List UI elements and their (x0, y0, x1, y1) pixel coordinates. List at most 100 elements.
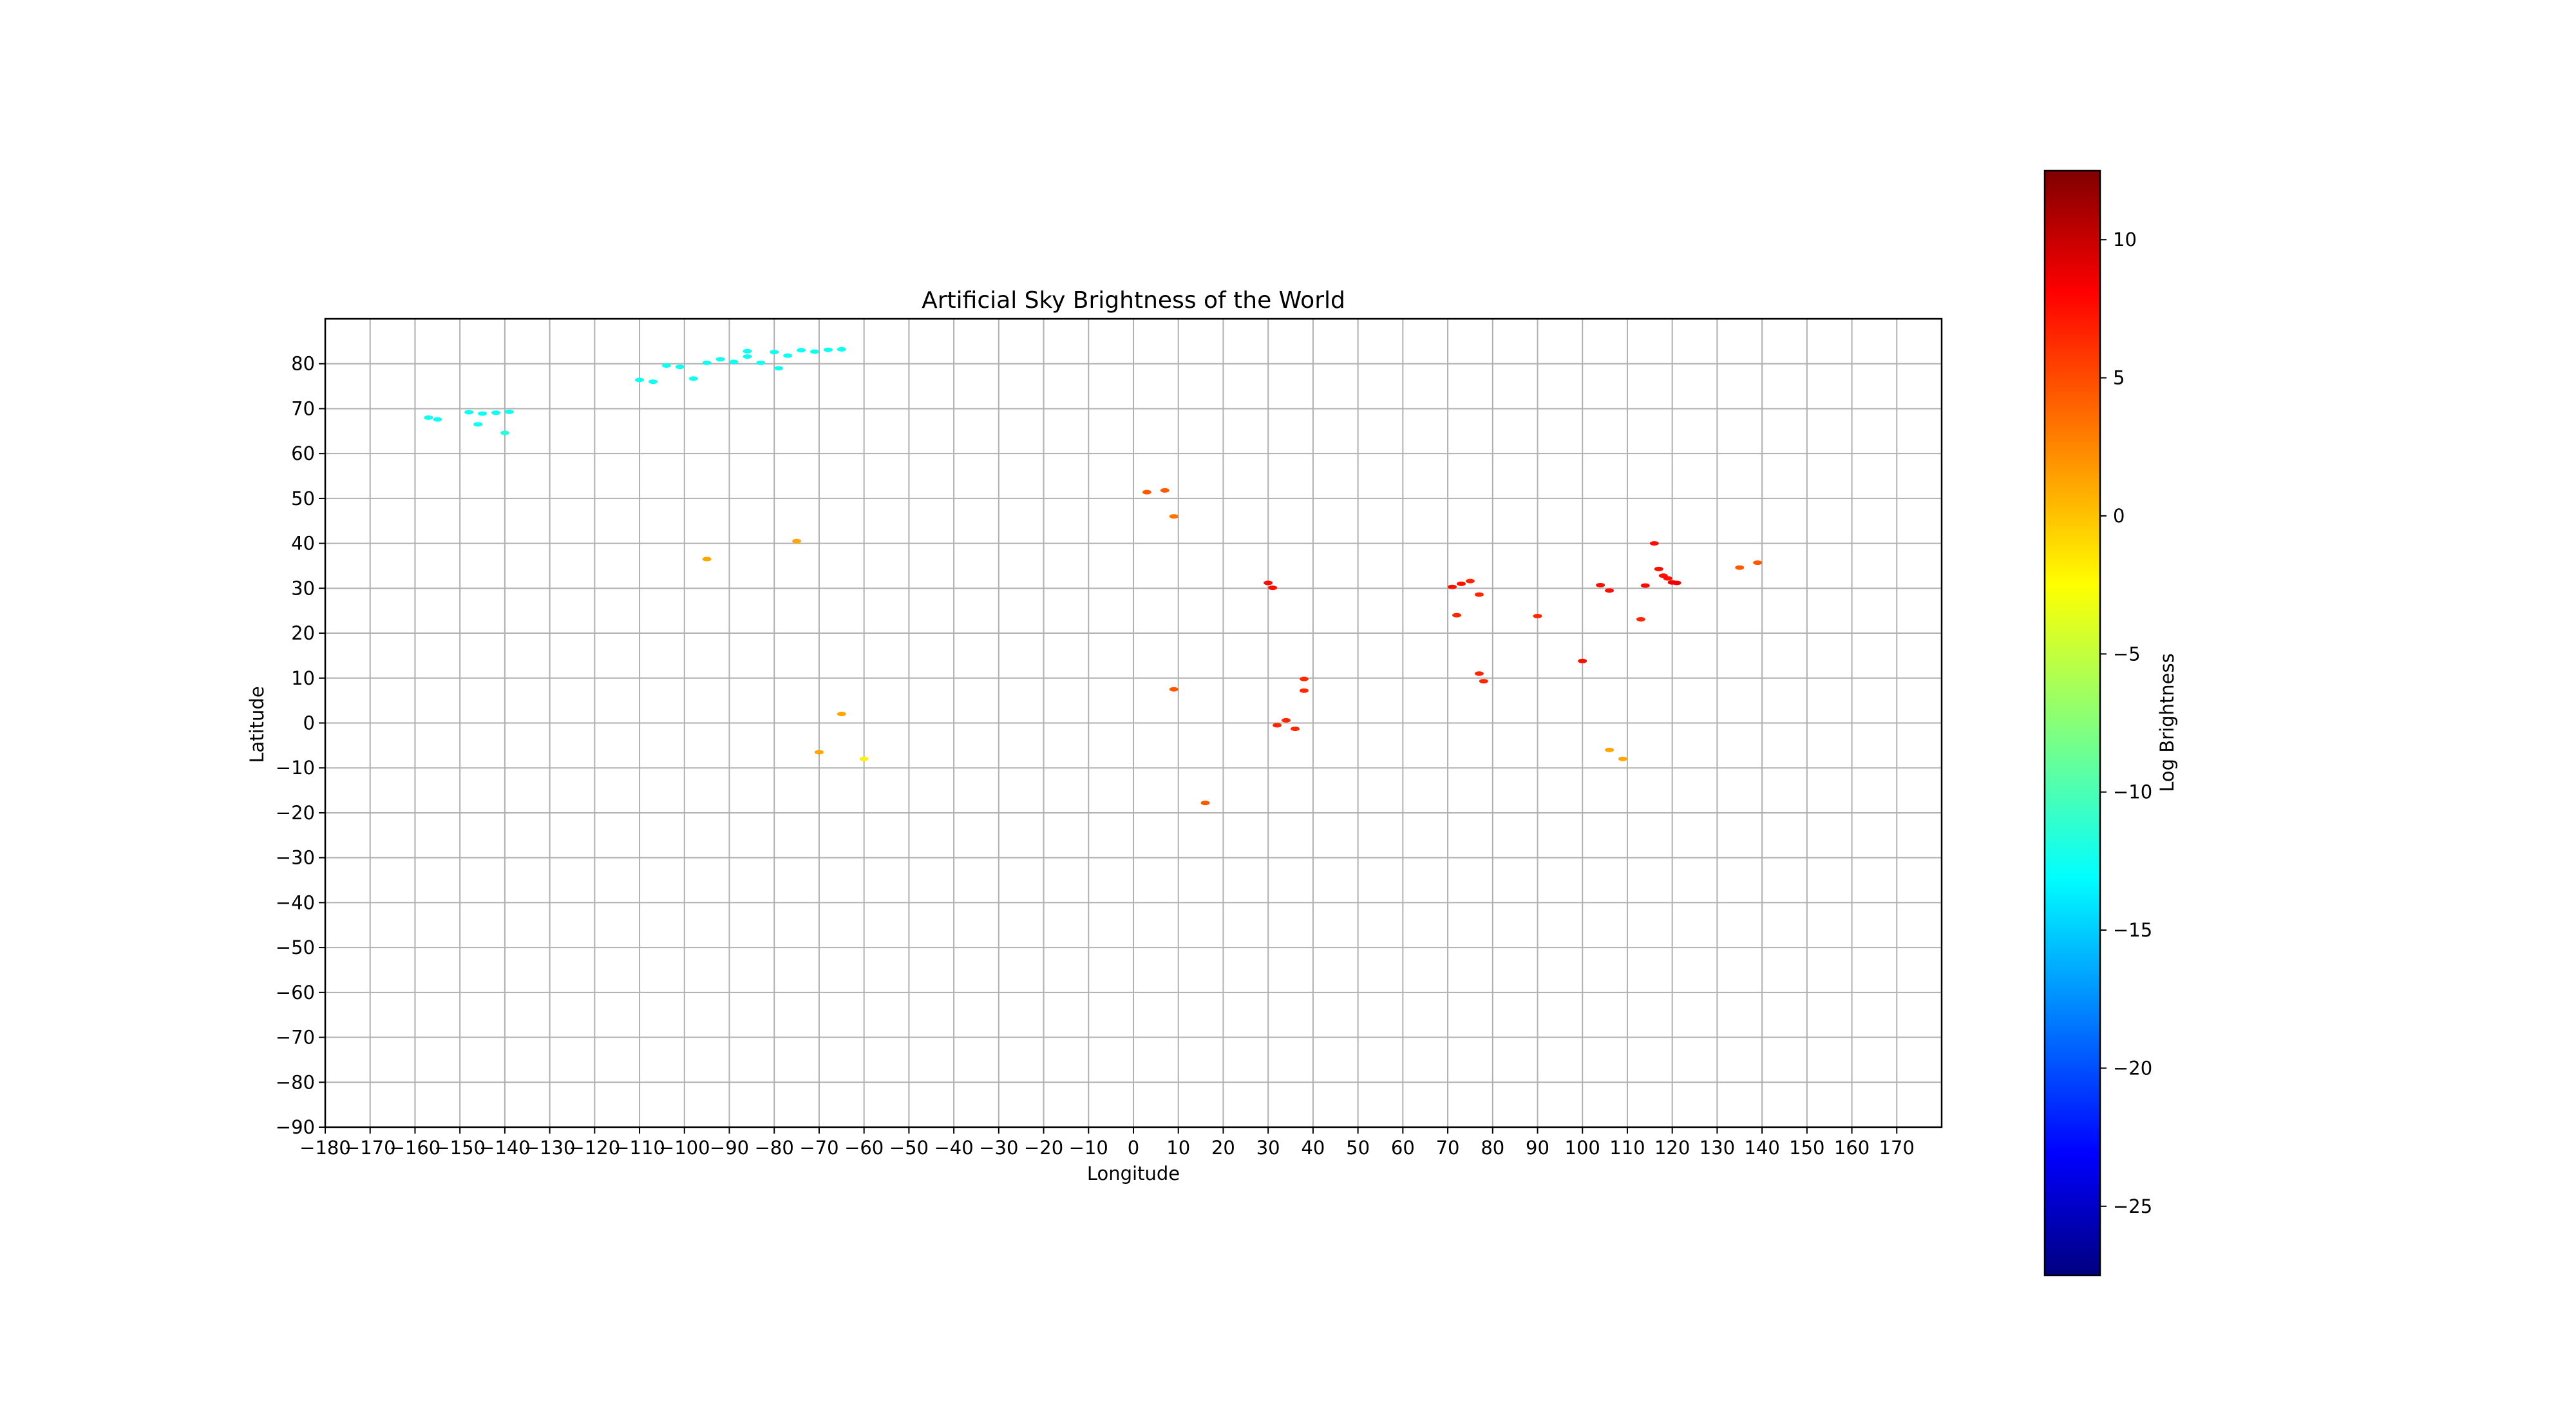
data-point (1169, 514, 1179, 519)
data-point (1618, 756, 1627, 761)
data-point (500, 430, 509, 435)
data-point (1474, 592, 1484, 597)
data-point (823, 347, 833, 352)
x-tick-label: −70 (799, 1137, 838, 1159)
data-point (837, 712, 846, 717)
x-tick-label: −160 (390, 1137, 441, 1159)
x-tick-label: 100 (1565, 1137, 1600, 1159)
x-tick-label: −60 (844, 1137, 884, 1159)
data-point (1672, 580, 1681, 585)
data-point (770, 350, 779, 355)
data-point (648, 379, 658, 385)
data-point (1200, 801, 1210, 806)
x-tick-label: −180 (299, 1137, 351, 1159)
data-point (1605, 747, 1615, 752)
x-tick-label: 110 (1609, 1137, 1645, 1159)
x-tick-label: −100 (659, 1137, 710, 1159)
data-point (1596, 582, 1605, 587)
colorbar-label: Log Brightness (2156, 653, 2178, 792)
data-point (635, 377, 645, 383)
y-axis-label: Latitude (246, 686, 268, 763)
y-tick-label: 20 (291, 622, 315, 644)
data-point (433, 417, 442, 422)
data-point (702, 360, 712, 365)
data-point (1735, 565, 1745, 570)
data-point (1273, 723, 1282, 728)
data-point (1268, 585, 1278, 591)
data-point (743, 354, 752, 359)
data-point (1142, 490, 1151, 495)
data-point (688, 376, 698, 381)
data-point (1160, 488, 1170, 493)
data-point (783, 353, 793, 358)
x-tick-label: 0 (1128, 1137, 1139, 1159)
data-point (1169, 687, 1179, 692)
y-tick-label: 0 (303, 712, 315, 734)
x-tick-label: 50 (1346, 1137, 1370, 1159)
y-tick-label: −20 (276, 802, 315, 824)
data-point (1448, 584, 1457, 589)
x-tick-label: −140 (479, 1137, 531, 1159)
data-point (1605, 588, 1615, 593)
x-tick-label: 150 (1789, 1137, 1824, 1159)
colorbar-tick-label: −15 (2113, 919, 2152, 941)
x-tick-label: 80 (1481, 1137, 1504, 1159)
data-point (1465, 578, 1475, 584)
colorbar-tick-label: −20 (2113, 1057, 2152, 1079)
data-point (1753, 560, 1763, 566)
data-point (464, 410, 474, 415)
data-point (661, 363, 671, 368)
colorbar-ticks: 10 5 0 −5 −10 −15 −20 −25 (2100, 229, 2152, 1217)
data-point (1264, 580, 1273, 585)
data-point (1640, 583, 1650, 588)
grid (325, 319, 1942, 1128)
y-tick-label: −70 (276, 1027, 315, 1049)
data-point (1299, 676, 1309, 681)
data-point (491, 410, 500, 415)
x-tick-label: 90 (1526, 1137, 1549, 1159)
y-tick-label: 40 (291, 533, 315, 555)
x-tick-label: 170 (1879, 1137, 1915, 1159)
x-tick-label: −80 (755, 1137, 794, 1159)
x-tick-label: −30 (979, 1137, 1018, 1159)
x-tick-label: 60 (1391, 1137, 1415, 1159)
data-point (837, 347, 846, 352)
y-tick-label: −90 (276, 1116, 315, 1138)
x-tick-label: 40 (1301, 1137, 1325, 1159)
x-tick-label: −10 (1069, 1137, 1108, 1159)
data-point (1291, 727, 1300, 732)
data-point (702, 556, 712, 562)
x-tick-label: 160 (1834, 1137, 1870, 1159)
data-point (473, 422, 483, 427)
x-tick-label: −150 (434, 1137, 486, 1159)
x-tick-label: −170 (345, 1137, 396, 1159)
y-tick-label: −50 (276, 937, 315, 958)
data-point (743, 348, 752, 354)
x-tick-label: −20 (1024, 1137, 1063, 1159)
x-tick-label: −130 (524, 1137, 576, 1159)
y-tick-label: 60 (291, 442, 315, 464)
x-tick-label: −90 (710, 1137, 749, 1159)
data-points (424, 347, 1763, 806)
data-point (1456, 581, 1466, 586)
y-axis-ticks: 80 70 60 50 40 30 20 10 0 −10 −20 −30 −40 −50 −60 −70 −8… (276, 353, 325, 1138)
data-point (1636, 616, 1645, 622)
y-tick-label: 80 (291, 353, 315, 375)
colorbar-tick-label: 5 (2113, 367, 2125, 389)
x-tick-label: 130 (1700, 1137, 1735, 1159)
data-point (792, 538, 802, 544)
x-tick-label: −120 (569, 1137, 621, 1159)
y-tick-label: 50 (291, 488, 315, 509)
data-point (797, 348, 806, 353)
data-point (1654, 566, 1663, 571)
data-point (478, 411, 488, 416)
x-tick-label: −110 (614, 1137, 665, 1159)
y-tick-label: 10 (291, 667, 315, 689)
y-tick-label: −60 (276, 982, 315, 1003)
data-point (1299, 688, 1309, 693)
colorbar-tick-label: 0 (2113, 505, 2125, 527)
data-point (756, 360, 766, 365)
x-axis-label: Longitude (1087, 1163, 1180, 1184)
